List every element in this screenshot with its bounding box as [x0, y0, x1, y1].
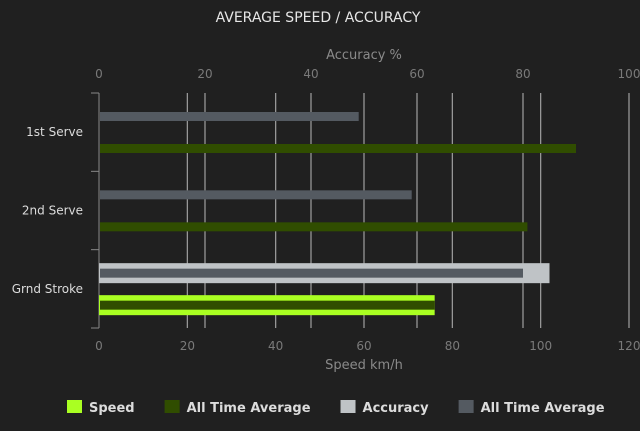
accuracy-tick-label: 100 — [618, 67, 640, 81]
chart-title: AVERAGE SPEED / ACCURACY — [216, 10, 421, 26]
bar-accuracy-all-time-average — [100, 268, 523, 278]
bar-speed-all-time-average — [100, 222, 528, 232]
legend-swatch — [164, 400, 180, 413]
accuracy-tick-label: 20 — [197, 67, 212, 81]
legend-label: Accuracy — [363, 401, 430, 416]
category-label: 2nd Serve — [22, 204, 83, 218]
bar-accuracy-all-time-average — [100, 112, 359, 121]
speed-tick-label: 20 — [180, 339, 195, 353]
accuracy-tick-label: 80 — [515, 67, 530, 81]
top-axis-label: Accuracy % — [326, 48, 402, 63]
legend-label: All Time Average — [481, 401, 605, 416]
legend-swatch — [458, 400, 474, 413]
category-label: 1st Serve — [26, 125, 83, 139]
legend-swatch — [67, 400, 82, 413]
speed-tick-label: 60 — [356, 339, 371, 353]
bar-accuracy-all-time-average — [100, 190, 412, 200]
speed-tick-label: 0 — [95, 339, 103, 353]
legend-label: All Time Average — [187, 401, 311, 416]
accuracy-tick-label: 40 — [303, 67, 318, 81]
category-label: Grnd Stroke — [12, 282, 83, 296]
accuracy-tick-label: 0 — [95, 67, 103, 81]
legend-label: Speed — [89, 401, 135, 416]
bottom-axis-label: Speed km/h — [325, 358, 403, 373]
speed-tick-label: 120 — [618, 339, 640, 353]
speed-tick-label: 80 — [445, 339, 460, 353]
speed-tick-label: 40 — [268, 339, 283, 353]
legend-swatch — [340, 400, 356, 413]
accuracy-tick-label: 60 — [409, 67, 424, 81]
bar-speed-all-time-average — [100, 144, 576, 153]
speed-tick-label: 100 — [529, 339, 552, 353]
legend: Speed All Time Average Accuracy All Time Av… — [67, 400, 605, 416]
bar-speed-all-time-average — [100, 300, 435, 310]
